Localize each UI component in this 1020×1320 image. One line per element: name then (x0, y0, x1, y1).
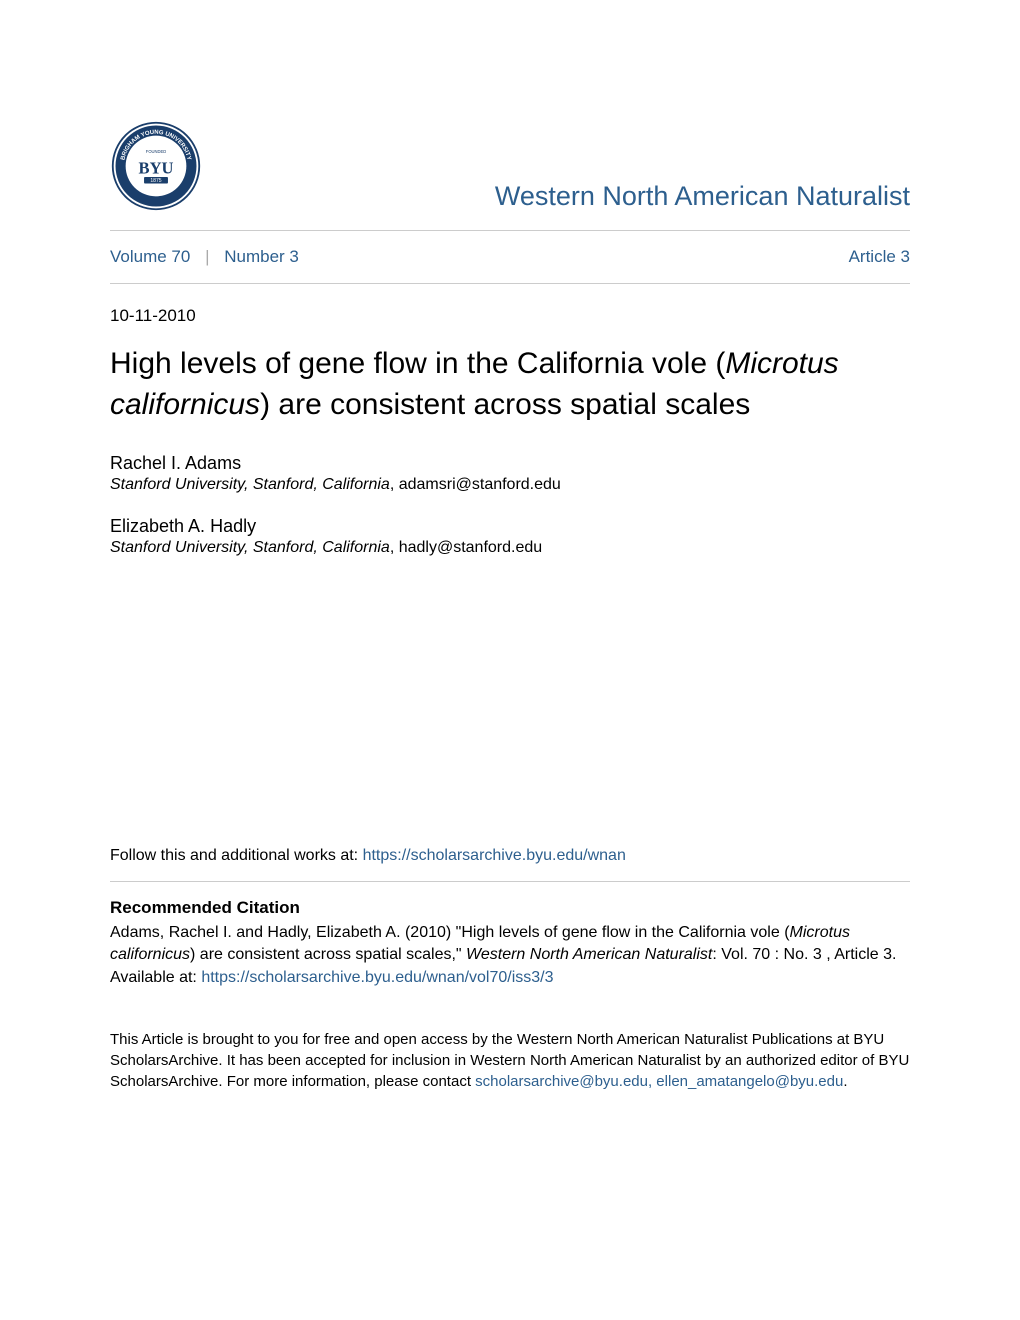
footer-text: This Article is brought to you for free … (110, 1029, 910, 1092)
volume-link[interactable]: Volume 70 (110, 247, 190, 266)
meta-right: Article 3 (849, 247, 910, 267)
meta-left: Volume 70 | Number 3 (110, 247, 299, 267)
citation-text2: ) are consistent across spatial scales," (190, 946, 466, 963)
follow-prefix: Follow this and additional works at: (110, 847, 363, 864)
author-affil-italic-1: Stanford University, Stanford, Californi… (110, 539, 390, 556)
author-name-0: Rachel I. Adams (110, 453, 910, 474)
citation-text1: Adams, Rachel I. and Hadly, Elizabeth A.… (110, 924, 790, 941)
journal-title-link[interactable]: Western North American Naturalist (495, 181, 910, 212)
author-block-0: Rachel I. Adams Stanford University, Sta… (110, 453, 910, 494)
citation-text: Adams, Rachel I. and Hadly, Elizabeth A.… (110, 922, 910, 989)
meta-row: Volume 70 | Number 3 Article 3 (110, 231, 910, 283)
citation-available-link[interactable]: https://scholarsarchive.byu.edu/wnan/vol… (201, 969, 553, 986)
article-link[interactable]: Article 3 (849, 247, 910, 266)
author-email-0: , adamsri@stanford.edu (390, 476, 561, 493)
svg-text:BYU: BYU (139, 158, 174, 177)
title-part2: ) are consistent across spatial scales (260, 388, 750, 421)
citation-available-prefix: Available at: (110, 969, 201, 986)
author-affil-italic-0: Stanford University, Stanford, Californi… (110, 476, 390, 493)
author-email-1: , hadly@stanford.edu (390, 539, 542, 556)
author-name-1: Elizabeth A. Hadly (110, 516, 910, 537)
footer-contact-link[interactable]: scholarsarchive@byu.edu, ellen_amatangel… (475, 1073, 843, 1090)
divider-bottom (110, 283, 910, 284)
author-affil-0: Stanford University, Stanford, Californi… (110, 476, 910, 494)
byu-logo: BRIGHAM YOUNG UNIVERSITY PROVO, UTAH FOU… (110, 120, 202, 212)
publication-date: 10-11-2010 (110, 306, 910, 326)
footer-period: . (843, 1073, 847, 1090)
title-part1: High levels of gene flow in the Californ… (110, 347, 725, 380)
follow-line: Follow this and additional works at: htt… (110, 847, 910, 865)
author-block-1: Elizabeth A. Hadly Stanford University, … (110, 516, 910, 557)
citation-heading: Recommended Citation (110, 898, 910, 918)
follow-url-link[interactable]: https://scholarsarchive.byu.edu/wnan (363, 847, 626, 864)
header-row: BRIGHAM YOUNG UNIVERSITY PROVO, UTAH FOU… (110, 120, 910, 212)
svg-text:FOUNDED: FOUNDED (146, 149, 166, 154)
article-title: High levels of gene flow in the Californ… (110, 344, 910, 425)
author-affil-1: Stanford University, Stanford, Californi… (110, 539, 910, 557)
citation-block: Recommended Citation Adams, Rachel I. an… (110, 882, 910, 989)
meta-separator: | (205, 247, 209, 266)
svg-text:1875: 1875 (150, 178, 161, 184)
number-link[interactable]: Number 3 (224, 247, 299, 266)
citation-text3: : Vol. 70 : No. 3 , Article 3. (712, 946, 896, 963)
citation-italic2: Western North American Naturalist (466, 946, 712, 963)
